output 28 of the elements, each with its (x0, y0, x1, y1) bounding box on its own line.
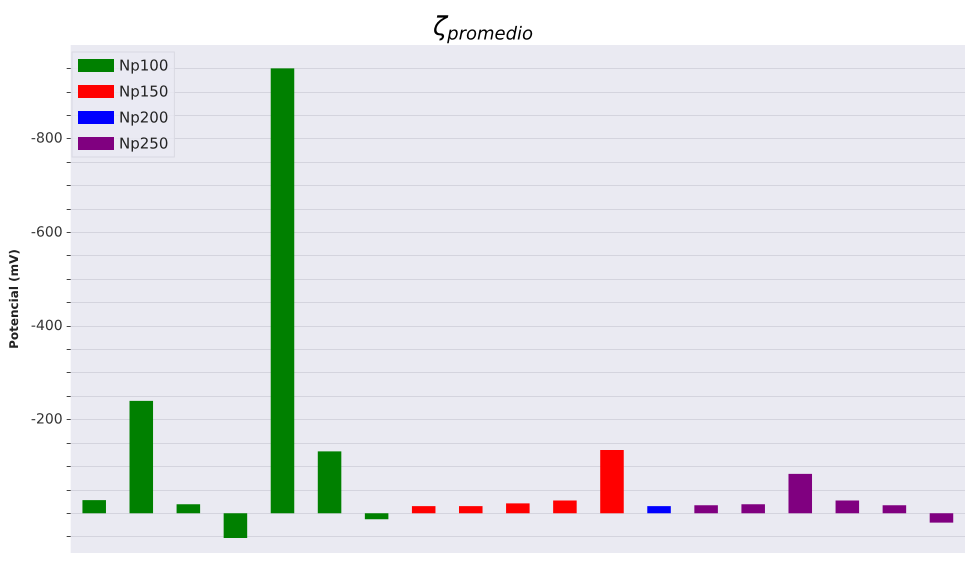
bar (600, 450, 624, 514)
bar (694, 505, 718, 514)
legend-label: Np150 (119, 82, 168, 100)
y-tick-label: -600 (30, 224, 63, 240)
bar (647, 506, 671, 514)
bar (506, 503, 530, 514)
bar (788, 474, 812, 514)
y-tick-label: -200 (30, 412, 63, 428)
bar (130, 400, 154, 514)
bar (224, 513, 248, 538)
bar (553, 500, 577, 514)
bar (318, 451, 342, 514)
legend-label: Np250 (119, 134, 168, 152)
legend-label: Np100 (119, 56, 168, 74)
bar (412, 506, 436, 514)
bar (176, 504, 200, 514)
bar (82, 500, 106, 514)
legend-label: Np200 (119, 108, 168, 126)
bar (270, 68, 294, 514)
bar (459, 506, 483, 514)
bar (930, 513, 954, 523)
bar (364, 513, 388, 520)
y-tick-label: -400 (30, 318, 63, 334)
bar (836, 500, 860, 514)
y-axis-title: Potencial (mV) (7, 249, 21, 349)
bar (741, 504, 765, 514)
bar (882, 505, 906, 514)
y-tick-label: -800 (30, 130, 63, 147)
